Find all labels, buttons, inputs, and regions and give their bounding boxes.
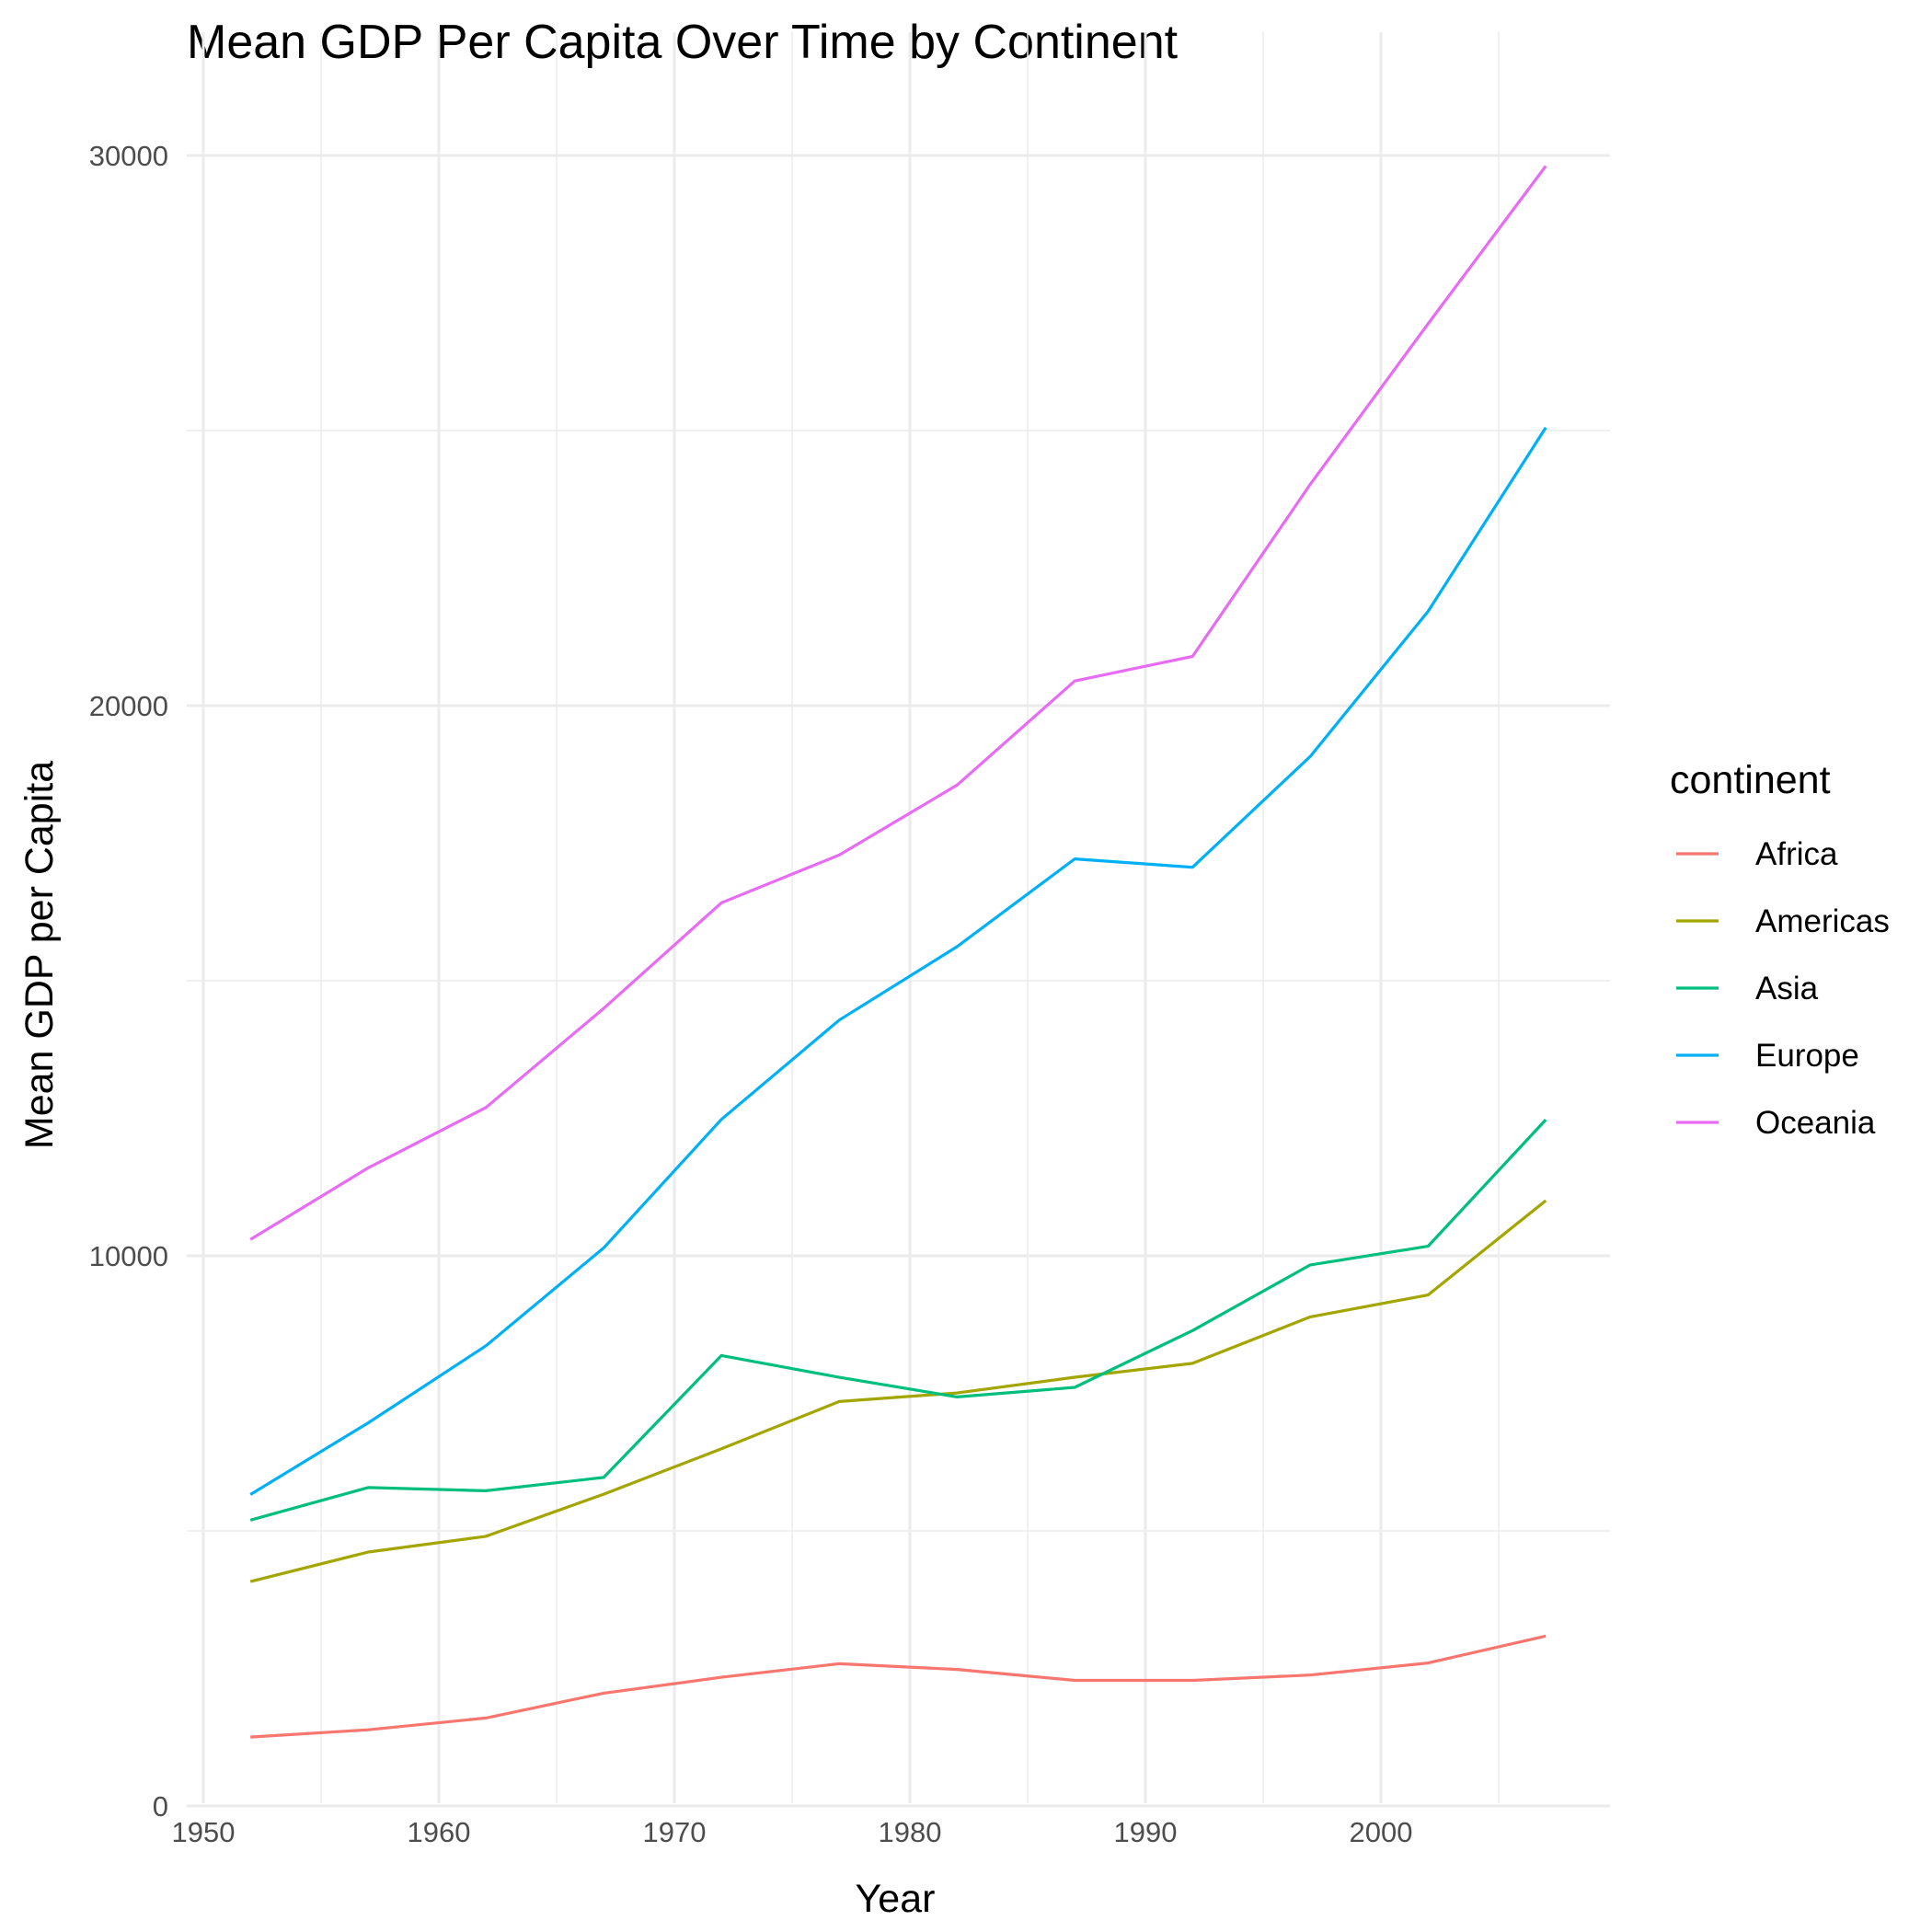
x-tick-label: 2000 xyxy=(1350,1816,1413,1848)
legend-label-europe: Europe xyxy=(1755,1038,1859,1074)
y-axis-tick-labels: 0 10000 20000 30000 xyxy=(89,140,168,1823)
x-tick-label: 1950 xyxy=(172,1816,236,1848)
grid xyxy=(187,32,1610,1808)
y-tick-label: 10000 xyxy=(89,1240,168,1272)
legend-label-asia: Asia xyxy=(1755,971,1819,1006)
legend-label-oceania: Oceania xyxy=(1755,1105,1876,1141)
x-axis-title: Year xyxy=(856,1877,936,1921)
series-line-asia xyxy=(249,1119,1547,1522)
x-tick-label: 1960 xyxy=(408,1816,471,1848)
y-axis-title: Mean GDP per Capita xyxy=(17,761,62,1149)
series-line-americas xyxy=(249,1199,1547,1583)
x-tick-label: 1990 xyxy=(1114,1816,1178,1848)
legend-items: Africa Americas Asia Europe Oceania xyxy=(1676,836,1890,1141)
legend-label-americas: Americas xyxy=(1755,903,1890,939)
legend-label-africa: Africa xyxy=(1755,836,1838,872)
series-line-europe xyxy=(249,426,1547,1496)
x-tick-label: 1970 xyxy=(643,1816,707,1848)
y-tick-label: 20000 xyxy=(89,690,168,722)
series-line-oceania xyxy=(249,165,1547,1241)
series-lines xyxy=(249,165,1547,1739)
y-tick-label: 0 xyxy=(153,1790,168,1823)
legend-title: continent xyxy=(1670,758,1831,802)
x-tick-label: 1980 xyxy=(879,1816,942,1848)
y-tick-label: 30000 xyxy=(89,140,168,172)
x-axis-tick-labels: 1950 1960 1970 1980 1990 2000 xyxy=(172,1816,1413,1848)
series-line-africa xyxy=(250,1634,1547,1739)
chart-title: Mean GDP Per Capita Over Time by Contine… xyxy=(187,16,1179,69)
legend: continent Africa Americas Asia Europe Oceani… xyxy=(1670,758,1890,1141)
